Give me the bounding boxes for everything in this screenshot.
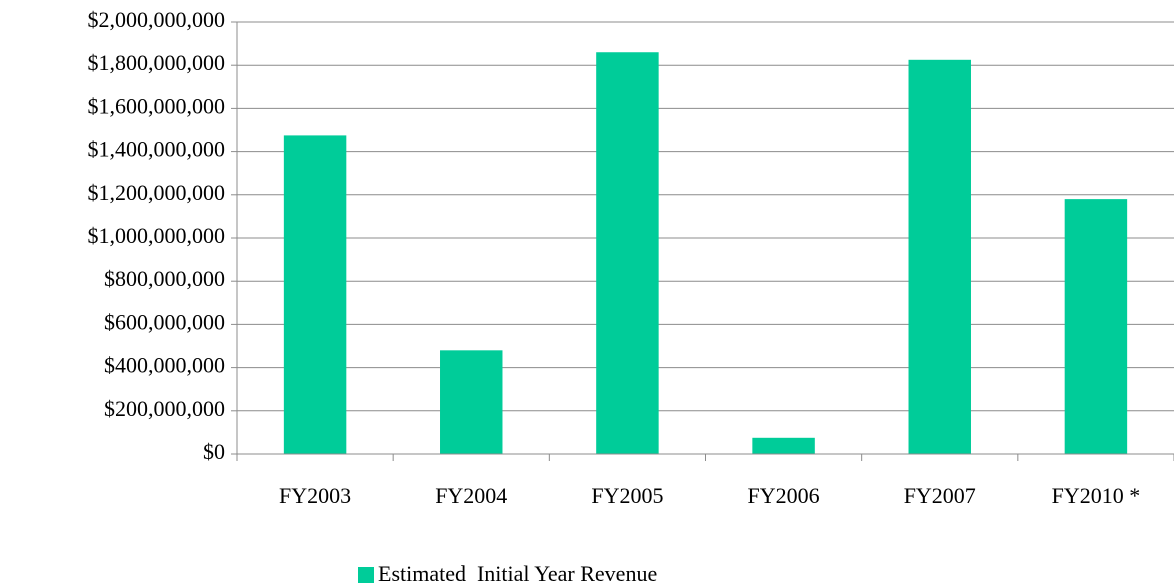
- x-tick-label: FY2004: [435, 483, 507, 508]
- x-tick-label: FY2010 *: [1052, 483, 1141, 508]
- bar: [596, 52, 659, 455]
- y-tick-label: $800,000,000: [104, 266, 225, 291]
- y-tick-label: $1,400,000,000: [88, 137, 226, 162]
- bar: [908, 59, 971, 455]
- y-tick-label: $0: [203, 439, 225, 464]
- y-tick-label: $1,000,000,000: [88, 223, 226, 248]
- bar: [752, 437, 815, 454]
- bar: [283, 135, 347, 454]
- y-tick-label: $400,000,000: [104, 353, 225, 378]
- y-tick-label: $1,600,000,000: [88, 93, 226, 118]
- y-tick-label: $1,200,000,000: [88, 180, 226, 205]
- x-tick-label: FY2006: [748, 483, 820, 508]
- y-tick-label: $600,000,000: [104, 309, 225, 334]
- legend-swatch: [358, 567, 374, 583]
- legend-label: Estimated Initial Year Revenue: [378, 561, 657, 586]
- y-tick-label: $200,000,000: [104, 396, 225, 421]
- y-tick-label: $2,000,000,000: [88, 7, 226, 32]
- bar: [440, 350, 503, 454]
- x-tick-label: FY2003: [279, 483, 351, 508]
- x-tick-label: FY2007: [904, 483, 976, 508]
- y-tick-label: $1,800,000,000: [88, 50, 226, 75]
- bar: [1064, 199, 1128, 454]
- x-tick-label: FY2005: [591, 483, 663, 508]
